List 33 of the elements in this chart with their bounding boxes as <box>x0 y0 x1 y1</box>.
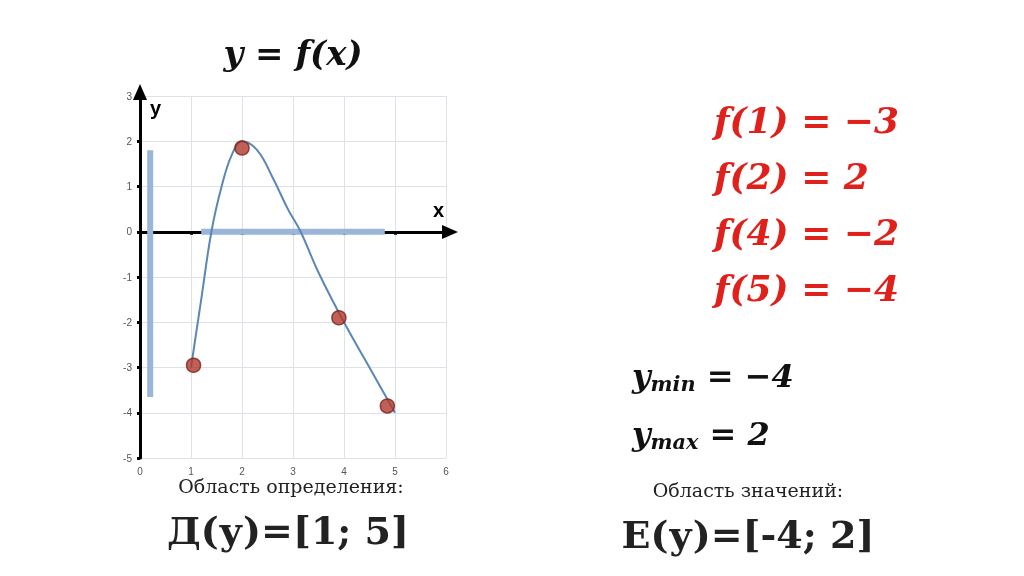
y-tick-label: -2 <box>123 316 133 328</box>
text: Область значений: <box>652 479 844 501</box>
point <box>185 357 202 373</box>
y-tick-label: 2 <box>126 135 133 147</box>
text: Д(у)=[1; 5] <box>166 507 410 553</box>
y-tick-label: -4 <box>123 407 133 419</box>
text: f(2) = 2 <box>711 155 869 197</box>
point <box>379 398 396 414</box>
text: f(4) = −2 <box>711 211 900 253</box>
point <box>331 309 347 326</box>
y-tick-label: 0 <box>126 226 133 238</box>
text: Е(у)=[-4; 2] <box>621 511 875 557</box>
x-axis-title: x <box>432 198 444 221</box>
y-tick-label: -1 <box>123 271 133 283</box>
y-axis-title: y <box>150 97 162 119</box>
text: f(1) = −3 <box>711 99 900 141</box>
y-tick-label: 3 <box>126 90 133 102</box>
y-tick-label: -3 <box>123 362 133 373</box>
text: ymax = 2 <box>631 415 770 454</box>
chart-title: y = f(x) <box>222 33 363 73</box>
x-tick-label: 0 <box>137 465 144 477</box>
point <box>234 140 250 156</box>
text: Область определения: <box>178 475 404 497</box>
x-tick-label: 3 <box>290 465 297 477</box>
y-tick-label: -5 <box>123 452 133 464</box>
text: ymin = −4 <box>631 357 794 396</box>
x-tick-label: 4 <box>341 465 348 477</box>
x-tick-label: 1 <box>188 465 195 477</box>
x-tick-label: 2 <box>239 465 246 477</box>
y-tick-label: 1 <box>126 181 133 192</box>
x-tick-label: 6 <box>443 465 450 477</box>
x-tick-label: 5 <box>392 465 399 477</box>
text: f(5) = −4 <box>711 267 900 309</box>
